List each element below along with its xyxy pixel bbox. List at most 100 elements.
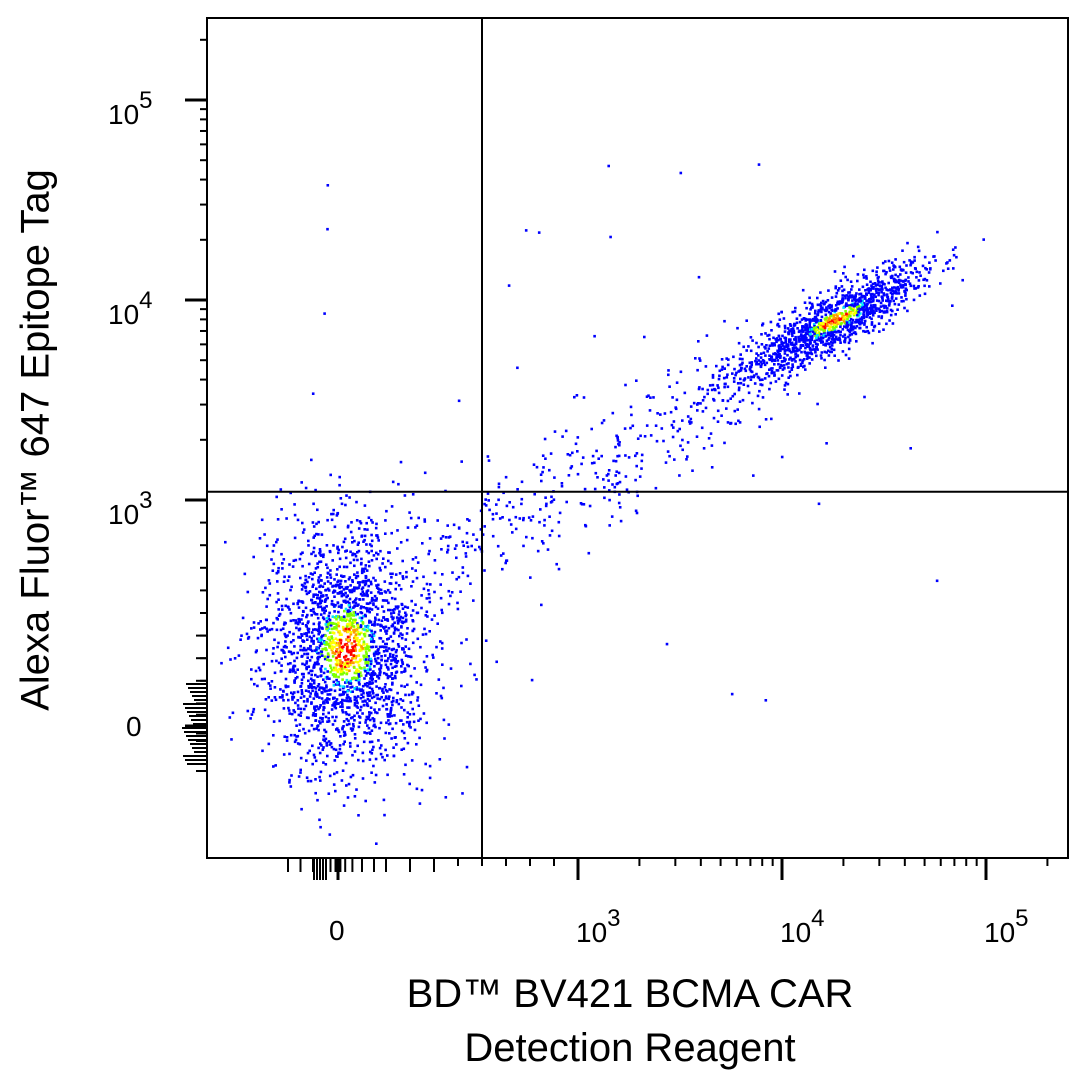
event-dot	[274, 698, 278, 702]
event-dot	[344, 627, 348, 631]
event-dot	[799, 344, 803, 347]
event-dot	[818, 327, 821, 330]
event-dot	[590, 427, 593, 431]
event-dot	[886, 297, 890, 301]
event-dot	[870, 300, 874, 303]
event-dot	[354, 576, 358, 580]
event-dot	[307, 630, 311, 634]
event-dot	[491, 512, 495, 516]
event-dot	[440, 647, 444, 650]
event-dot	[305, 666, 309, 669]
event-dot	[617, 454, 621, 458]
event-dot	[335, 663, 339, 667]
event-dot	[827, 342, 831, 345]
event-dot	[880, 316, 883, 320]
event-dot	[267, 742, 271, 746]
event-dot	[807, 344, 811, 348]
event-dot	[345, 624, 349, 628]
event-dot	[362, 654, 365, 658]
event-dot	[831, 319, 834, 322]
event-dot	[265, 627, 268, 631]
event-dot	[446, 551, 449, 554]
event-dot	[778, 353, 781, 356]
event-dot	[317, 622, 321, 626]
event-dot	[310, 669, 314, 673]
event-dot	[602, 478, 605, 481]
event-dot	[704, 365, 708, 368]
event-dot	[373, 665, 376, 668]
event-dot	[799, 362, 803, 366]
event-dot	[317, 662, 320, 666]
event-dot	[285, 736, 289, 739]
event-dot	[322, 609, 325, 612]
event-dot	[307, 684, 310, 688]
event-dot	[593, 461, 596, 465]
event-dot	[848, 304, 851, 307]
event-dot	[368, 610, 371, 614]
event-dot	[758, 425, 761, 429]
event-dot	[356, 558, 359, 562]
event-dot	[307, 576, 311, 579]
event-dot	[318, 548, 322, 551]
event-dot	[809, 335, 812, 339]
event-dot	[457, 399, 461, 403]
event-dot	[387, 601, 390, 605]
event-dot	[850, 325, 853, 328]
event-dot	[334, 789, 337, 793]
event-dot	[296, 675, 299, 679]
event-dot	[369, 677, 372, 680]
event-dot	[379, 721, 383, 725]
event-dot	[811, 304, 814, 307]
event-dot	[318, 637, 321, 640]
event-dot	[837, 287, 841, 290]
event-dot	[363, 677, 366, 680]
event-dot	[365, 682, 369, 685]
event-dot	[310, 639, 314, 643]
event-dot	[828, 325, 832, 328]
event-dot	[376, 697, 379, 700]
event-dot	[882, 292, 886, 295]
event-dot	[647, 394, 650, 397]
event-dot	[738, 357, 742, 361]
event-dot	[348, 619, 351, 623]
event-dot	[320, 744, 323, 747]
event-dot	[391, 703, 394, 707]
event-dot	[312, 712, 315, 715]
event-dot	[846, 317, 849, 321]
event-dot	[443, 737, 446, 740]
event-dot	[362, 592, 366, 596]
event-dot	[390, 576, 393, 579]
event-dot	[233, 657, 237, 660]
event-dot	[877, 291, 881, 295]
event-dot	[370, 518, 373, 522]
event-dot	[350, 661, 353, 664]
event-dot	[252, 707, 256, 711]
event-dot	[381, 605, 384, 608]
event-dot	[299, 756, 303, 760]
event-dot	[679, 444, 682, 448]
event-dot	[329, 666, 333, 670]
event-dot	[286, 634, 289, 637]
event-dot	[339, 684, 342, 688]
event-dot	[385, 703, 388, 706]
event-dot	[681, 419, 684, 422]
event-dot	[778, 344, 781, 347]
event-dot	[798, 392, 801, 395]
event-dot	[779, 338, 782, 341]
event-dot	[352, 611, 355, 614]
event-dot	[364, 660, 367, 664]
event-dot	[338, 633, 342, 636]
event-dot	[333, 641, 336, 645]
event-dot	[403, 737, 407, 740]
event-dot	[880, 290, 883, 294]
event-dot	[732, 377, 736, 380]
event-dot	[344, 580, 347, 583]
event-dot	[340, 664, 343, 668]
x-tick-label: 0	[329, 915, 345, 946]
event-dot	[391, 572, 394, 576]
event-dot	[360, 645, 363, 648]
event-dot	[770, 417, 773, 421]
event-dot	[555, 562, 558, 566]
event-dot	[404, 618, 408, 622]
event-dot	[307, 591, 310, 594]
